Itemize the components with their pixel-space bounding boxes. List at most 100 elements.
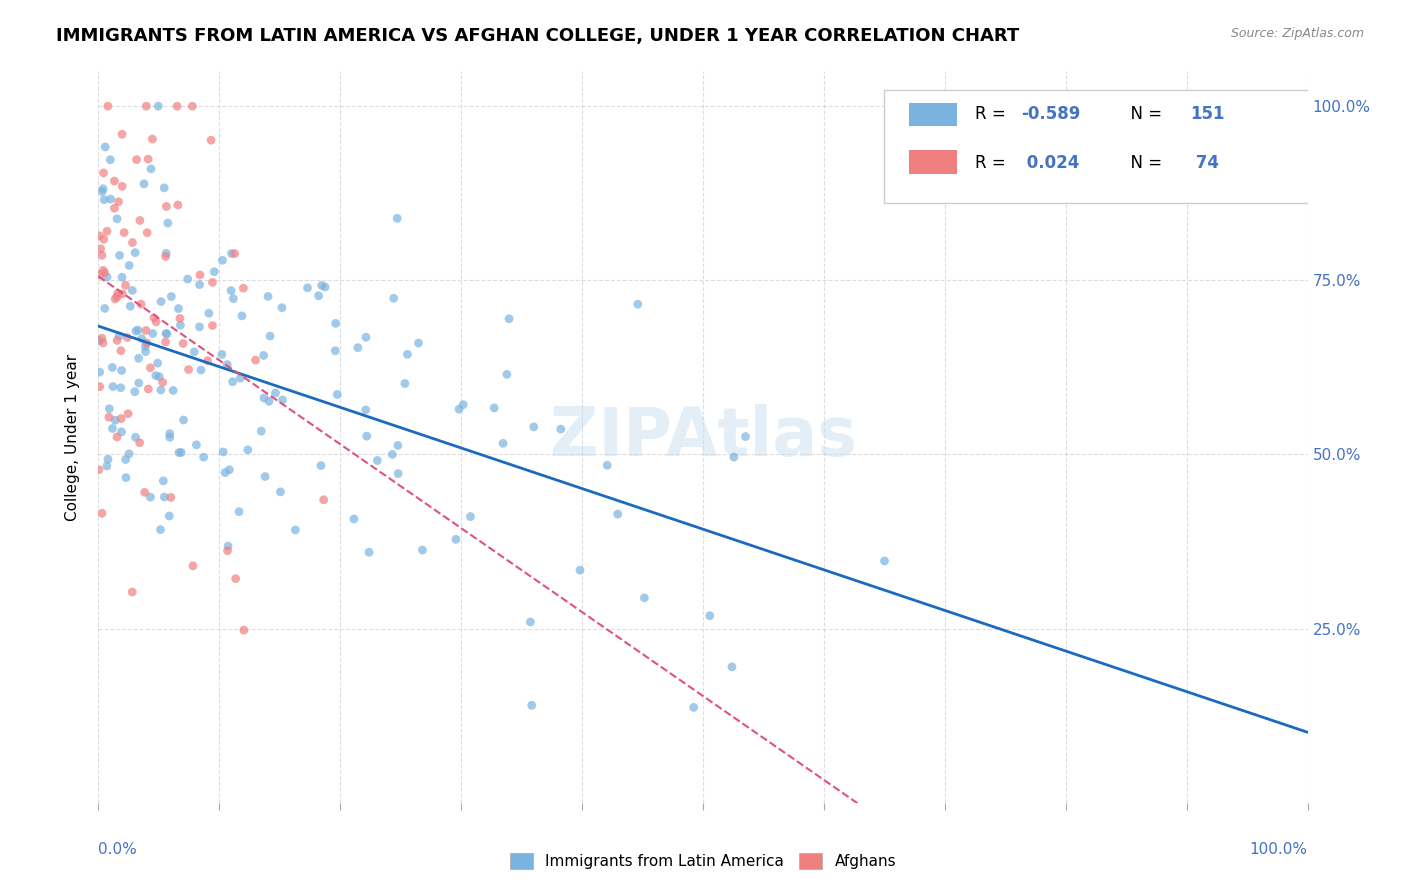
Point (149, 523, 172, 537)
Point (91, 182, 114, 196)
Point (155, 326, 177, 341)
Point (188, 268, 211, 282)
Point (183, 344, 205, 359)
Point (135, 323, 157, 337)
Point (523, 420, 546, 434)
Point (259, 329, 281, 343)
Point (107, 194, 129, 209)
Point (218, 463, 240, 477)
Point (87, 463, 110, 477)
Point (257, 289, 280, 303)
Point (110, 411, 132, 425)
Point (682, 700, 704, 714)
Point (245, 353, 267, 368)
Point (193, 450, 215, 465)
Point (136, 382, 159, 396)
Point (110, 343, 132, 358)
Point (312, 492, 335, 507)
Point (96, 224, 118, 238)
Point (121, 235, 143, 250)
Point (169, 311, 191, 326)
Point (172, 336, 194, 351)
Point (89, 379, 111, 393)
Point (271, 301, 294, 315)
Legend: Immigrants from Latin America, Afghans: Immigrants from Latin America, Afghans (503, 847, 903, 875)
Point (110, 363, 132, 377)
Point (394, 376, 416, 391)
Point (167, 445, 190, 459)
Point (107, 286, 129, 301)
Point (105, 430, 128, 444)
Point (159, 426, 181, 441)
Point (408, 336, 430, 351)
Point (128, 435, 150, 450)
Point (444, 533, 467, 547)
Point (105, 211, 128, 226)
Point (135, 344, 157, 359)
Point (224, 246, 246, 260)
Point (97, 99, 120, 113)
Point (141, 132, 163, 146)
Point (90, 331, 112, 345)
Point (93, 166, 115, 180)
Point (124, 245, 146, 260)
Point (96, 458, 118, 473)
Point (134, 485, 156, 500)
Point (225, 572, 247, 586)
Point (221, 246, 243, 260)
Point (387, 438, 409, 452)
Text: -0.589: -0.589 (1021, 104, 1080, 123)
Point (354, 403, 377, 417)
Point (91, 248, 114, 262)
Point (128, 213, 150, 227)
Point (98, 153, 121, 167)
Point (309, 458, 332, 473)
Point (105, 334, 128, 348)
Point (111, 286, 134, 301)
Point (257, 394, 280, 409)
Point (297, 281, 319, 295)
Text: 100.0%: 100.0% (1250, 842, 1308, 857)
Point (231, 309, 253, 323)
Point (382, 291, 405, 305)
Point (633, 591, 655, 605)
Text: ZIPAtlas: ZIPAtlas (550, 404, 856, 470)
Point (202, 265, 225, 279)
Point (91, 506, 114, 520)
Point (323, 343, 346, 358)
Text: R =: R = (976, 153, 1011, 172)
Point (387, 211, 409, 226)
Point (723, 450, 745, 464)
Point (114, 278, 136, 293)
Point (492, 436, 515, 450)
Point (217, 358, 239, 372)
Point (91, 263, 114, 277)
Point (101, 379, 124, 393)
Point (153, 490, 176, 504)
Point (91, 335, 114, 350)
Point (96, 269, 118, 284)
Point (90, 242, 112, 256)
Point (627, 297, 650, 311)
Point (228, 505, 250, 519)
Point (97, 410, 120, 425)
Point (162, 384, 184, 398)
Point (136, 152, 159, 166)
Point (167, 198, 190, 212)
Point (314, 280, 336, 294)
Point (145, 315, 167, 329)
Point (148, 369, 170, 384)
Point (136, 226, 159, 240)
Text: IMMIGRANTS FROM LATIN AMERICA VS AFGHAN COLLEGE, UNDER 1 YEAR CORRELATION CHART: IMMIGRANTS FROM LATIN AMERICA VS AFGHAN … (56, 27, 1019, 45)
Point (460, 509, 482, 524)
Point (201, 318, 224, 333)
Point (211, 253, 233, 268)
Point (89, 334, 111, 348)
Point (449, 402, 471, 417)
Point (156, 216, 179, 230)
Point (104, 413, 127, 427)
Point (387, 467, 409, 481)
Point (396, 347, 419, 361)
Point (112, 226, 135, 240)
Point (155, 199, 177, 213)
